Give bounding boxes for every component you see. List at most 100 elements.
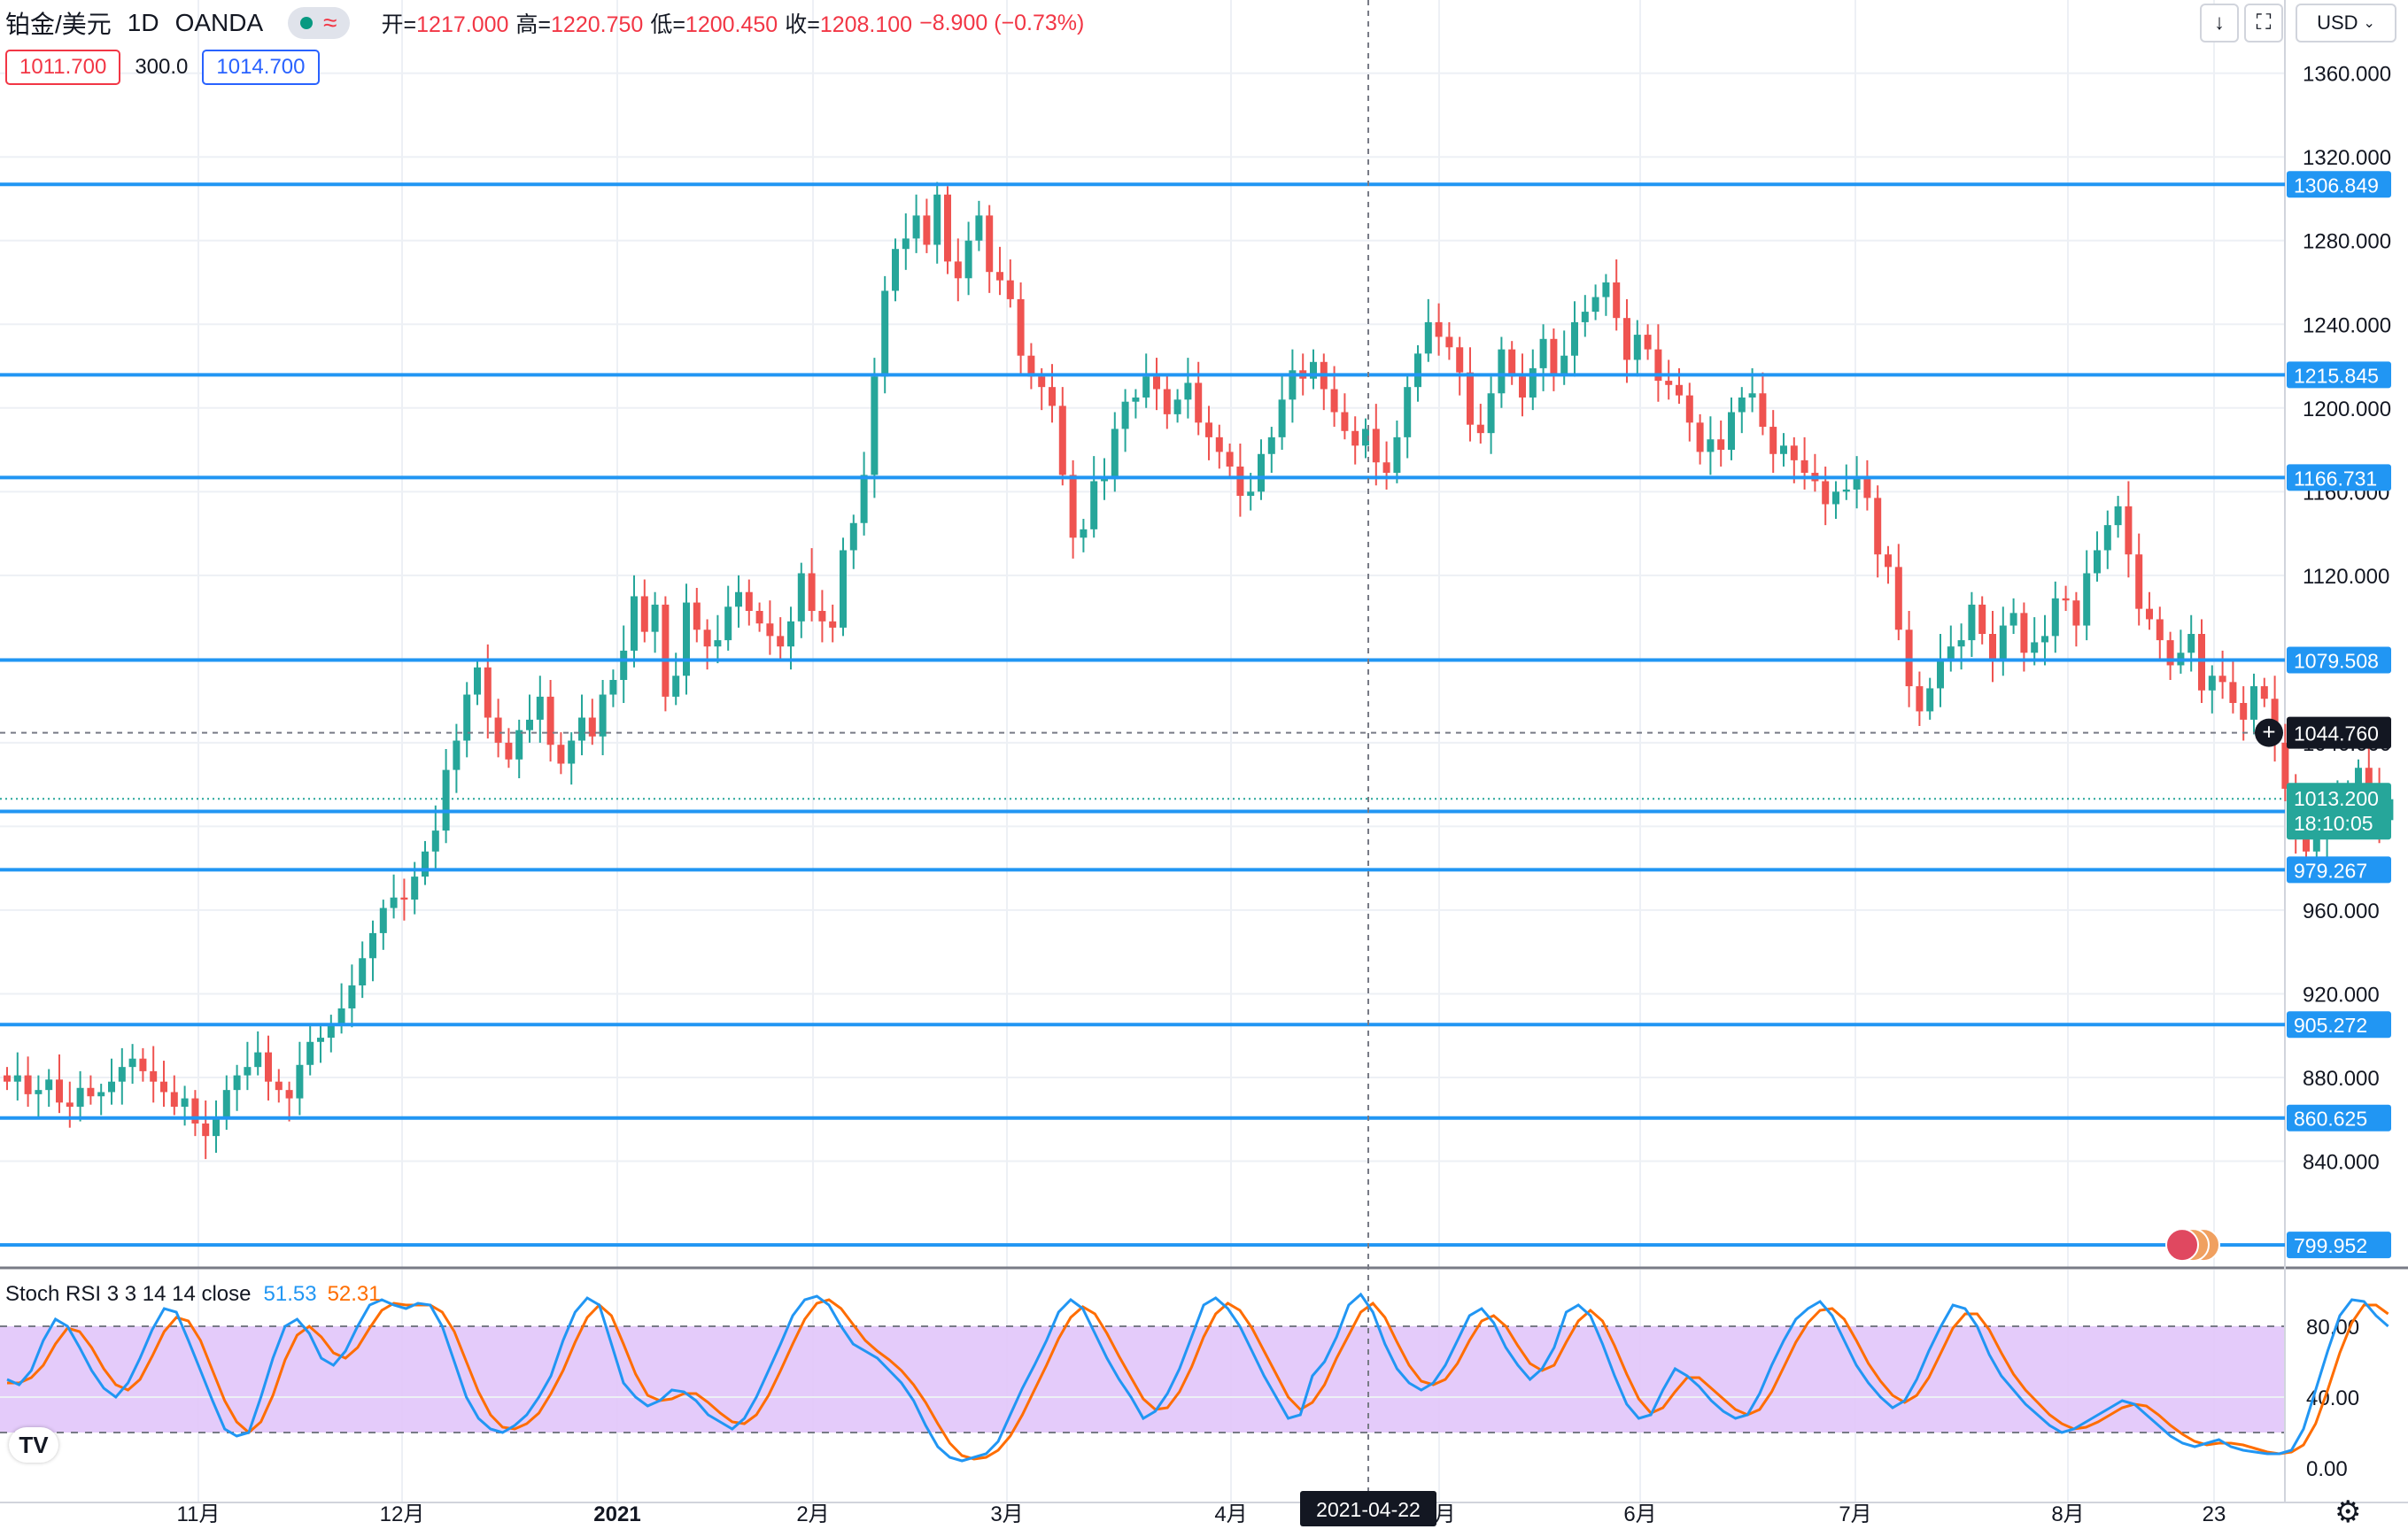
candle-body <box>1153 376 1160 390</box>
market-open-dot-icon <box>300 17 314 29</box>
candle-body <box>213 1119 220 1137</box>
y-tick-label: 1240.000 <box>2303 313 2391 337</box>
candle-body <box>1780 445 1787 454</box>
level-label: 979.267 <box>2294 859 2367 882</box>
candle-body <box>902 238 910 250</box>
candle-body <box>683 602 690 676</box>
candle-body <box>1842 489 1850 492</box>
crosshair-price-bg <box>2287 716 2391 749</box>
candle-body <box>1999 625 2007 661</box>
candle-body <box>1205 422 1212 437</box>
candle-body <box>1435 321 1443 337</box>
k-value: 51.53 <box>263 1282 317 1306</box>
currency-select[interactable]: USD ⌄ <box>2296 4 2396 42</box>
candle-body <box>369 932 376 959</box>
x-tick-label: 8月 <box>2051 1502 2084 1526</box>
candle-body <box>1498 349 1506 394</box>
candle-body <box>1685 395 1693 423</box>
candle-body <box>1090 481 1098 529</box>
symbol-name[interactable]: 铂金/美元 <box>5 11 112 38</box>
ohlc-low: 低=1200.450 <box>650 12 778 37</box>
candle-body <box>170 1092 178 1108</box>
candle-body <box>1581 312 1589 322</box>
candle-body <box>1728 412 1735 451</box>
crosshair-date-label: 2021-04-22 <box>1316 1498 1421 1521</box>
candle-body <box>2072 600 2080 626</box>
candle-body <box>986 215 994 273</box>
candle-body <box>1121 401 1129 429</box>
candle-body <box>1885 554 1892 568</box>
candle-body <box>1058 405 1066 475</box>
tradingview-logo[interactable]: TV <box>9 1427 58 1463</box>
scale-down-button[interactable]: ↓ <box>2200 4 2239 42</box>
candle-body <box>2062 598 2070 601</box>
buy-price-button[interactable]: 1014.700 <box>202 50 320 85</box>
candle-body <box>797 573 805 622</box>
candle-body <box>1445 336 1453 348</box>
candle-body <box>526 719 533 730</box>
candle-body <box>1487 393 1495 434</box>
level-label-bg <box>2287 1232 2391 1259</box>
fullscreen-button[interactable]: ⛶ <box>2244 4 2283 42</box>
candle-body <box>1644 335 1652 350</box>
candle-body <box>1623 318 1630 360</box>
candle-body <box>1905 629 1913 687</box>
candle-body <box>1894 567 1902 630</box>
candle-body <box>56 1079 63 1103</box>
candle-body <box>631 596 638 651</box>
candle-body <box>975 215 983 241</box>
candle-body <box>139 1058 147 1071</box>
candle-body <box>108 1081 115 1093</box>
candle-body <box>515 730 523 760</box>
candle-body <box>1560 355 1568 375</box>
stoch-rsi-legend[interactable]: Stoch RSI 3 3 14 14 close 51.53 52.31 <box>5 1282 381 1307</box>
candle-body <box>2250 686 2257 720</box>
candle-body <box>1665 381 1673 385</box>
sell-price-button[interactable]: 1011.700 <box>5 50 121 85</box>
y-tick-label: 840.000 <box>2303 1150 2380 1174</box>
candle-body <box>755 611 763 624</box>
candle-body <box>2312 838 2320 852</box>
candle-body <box>411 877 419 900</box>
exchange-name: OANDA <box>174 9 264 36</box>
candle-body <box>578 717 585 741</box>
candle-body <box>557 745 565 764</box>
candle-body <box>348 985 356 1008</box>
y-tick-label: 1120.000 <box>2303 565 2389 589</box>
d-value: 52.31 <box>327 1282 381 1306</box>
candle-body <box>2198 634 2205 691</box>
candles <box>4 182 2394 1160</box>
candle-body <box>1654 349 1662 382</box>
candle-body <box>944 194 951 262</box>
candle-body <box>1947 646 1955 660</box>
candle-body <box>1049 387 1056 406</box>
candle-body <box>1759 393 1767 428</box>
candle-body <box>745 591 753 612</box>
candle-body <box>265 1052 272 1082</box>
timeframe[interactable]: 1D <box>127 9 159 36</box>
candle-body <box>2156 619 2164 641</box>
candle-body <box>202 1123 210 1137</box>
candle-body <box>1236 466 1244 497</box>
candle-body <box>1508 349 1516 377</box>
market-status-pill[interactable]: ≈ <box>288 7 350 39</box>
candle-body <box>45 1079 53 1091</box>
level-label-bg <box>2287 646 2391 674</box>
candle-body <box>1341 412 1349 431</box>
level-label-bg <box>2287 361 2391 389</box>
gear-icon[interactable]: ⚙ <box>2334 1495 2362 1529</box>
candle-body <box>1613 282 1621 319</box>
candle-body <box>714 640 722 647</box>
candle-body <box>1467 372 1474 425</box>
ohlc-open: 开=1217.000 <box>381 12 509 37</box>
candle-body <box>1080 529 1088 538</box>
candle-body <box>2303 830 2310 852</box>
candle-body <box>2051 598 2059 637</box>
legend-header: 铂金/美元 1D OANDA ≈ 开=1217.000 高=1220.750 低… <box>5 4 1084 42</box>
candle-body <box>13 1075 21 1082</box>
level-label: 1166.731 <box>2294 467 2377 490</box>
candle-body <box>892 249 899 291</box>
candle-body <box>609 679 617 695</box>
candle-body <box>766 623 774 637</box>
